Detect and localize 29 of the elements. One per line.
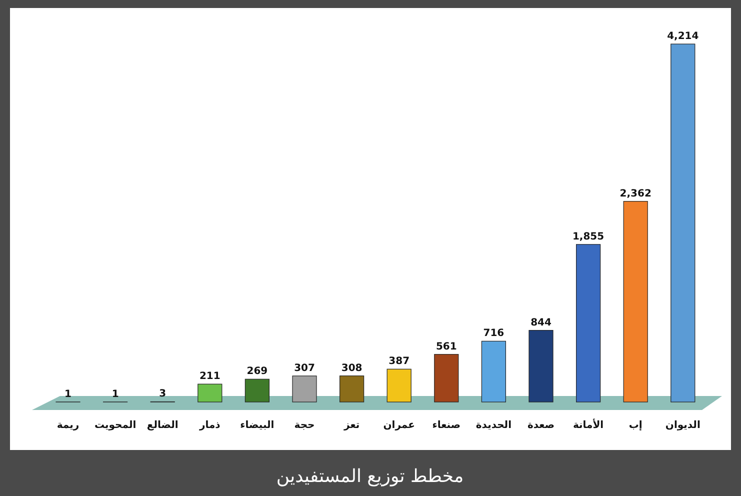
data-label: 2,362 bbox=[620, 188, 652, 200]
data-label: 269 bbox=[246, 366, 268, 378]
x-tick-label: الأمانة bbox=[572, 418, 604, 431]
data-label: 387 bbox=[388, 356, 410, 368]
data-label: 1,855 bbox=[572, 231, 604, 242]
text: مخطط توزيع المستفيدين bbox=[276, 466, 464, 487]
data-label: 211 bbox=[199, 371, 220, 382]
data-label: 307 bbox=[294, 362, 315, 374]
data-label: 844 bbox=[530, 317, 552, 328]
data-label: 3 bbox=[159, 388, 166, 400]
x-tick-label: ريمة bbox=[56, 420, 80, 431]
data-label: 4,214 bbox=[667, 31, 699, 42]
x-tick-label: إب bbox=[628, 420, 642, 431]
x-tick-label: المحويت bbox=[94, 420, 136, 431]
data-label: 1 bbox=[112, 388, 119, 400]
data-label: 308 bbox=[341, 362, 362, 374]
x-tick-label: صعدة bbox=[528, 420, 554, 431]
x-tick-label: حجة bbox=[294, 420, 315, 431]
x-tick-label: البيضاء bbox=[240, 420, 274, 431]
data-label: 1 bbox=[64, 388, 72, 400]
x-tick-label: عمران bbox=[383, 420, 415, 431]
x-tick-label: الضالع bbox=[146, 420, 178, 431]
x-tick-label: الديوان bbox=[665, 420, 700, 431]
data-label: 561 bbox=[436, 341, 457, 352]
data-label: 716 bbox=[483, 328, 504, 340]
x-tick-label: الحديدة bbox=[476, 420, 512, 431]
x-tick-label: صنعاء bbox=[432, 420, 461, 431]
x-tick-label: تعز bbox=[342, 420, 360, 431]
x-tick-label: ذمار bbox=[198, 420, 220, 431]
